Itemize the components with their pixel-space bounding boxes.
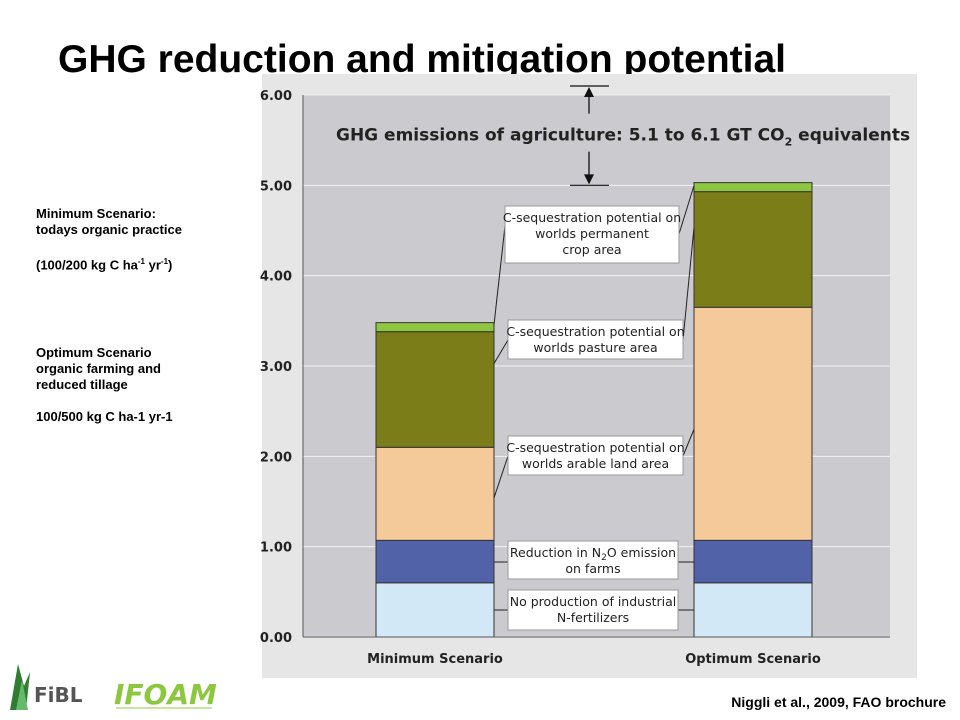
bar-segment — [693, 306, 813, 541]
callout-leader — [493, 339, 509, 364]
bar-segment — [693, 182, 813, 193]
optimum-scenario-note: Optimum Scenario organic farming and red… — [36, 345, 236, 425]
callout-box — [507, 319, 684, 360]
callout-leader — [682, 429, 695, 457]
fibl-logo: FiBL — [10, 664, 83, 710]
bar-segment — [375, 322, 495, 333]
callout-box — [507, 540, 679, 580]
bar-segment — [375, 446, 495, 541]
callout-line: N-fertilizers — [557, 610, 629, 625]
y-tick-label: 4.00 — [260, 270, 292, 285]
bar-segment — [375, 539, 495, 584]
ifoam-logo: IFOAM — [114, 678, 217, 711]
callout-box — [507, 435, 684, 476]
x-tick-labels: Minimum Scenario Optimum Scenario — [367, 652, 821, 667]
y-tick-labels: 0.00 1.00 2.00 3.00 4.00 5.00 6.00 — [260, 89, 292, 646]
callout-leader — [493, 225, 506, 325]
optimum-note-line4: 100/500 kg C ha-1 yr-1 — [36, 409, 173, 424]
callout-line: worlds arable land area — [522, 456, 669, 471]
emission-band: GHG emissions of agriculture: 5.1 to 6.1… — [326, 85, 910, 186]
optimum-note-line2: organic farming and — [36, 361, 161, 376]
minimum-note-line2: todays organic practice — [36, 222, 182, 237]
callout-line: C-sequestration potential on — [506, 324, 684, 339]
y-tick-label: 3.00 — [260, 360, 292, 375]
callout-box — [504, 205, 680, 264]
bar-segment — [693, 582, 813, 638]
callout-line: worlds permanent — [535, 226, 649, 241]
y-tick-label: 2.00 — [260, 450, 292, 465]
callout-leader — [678, 185, 695, 235]
bar-stacks — [375, 182, 813, 638]
band-arrow-down — [584, 174, 594, 185]
minimum-note-unit: (100/200 kg C ha-1 yr-1) — [36, 257, 173, 273]
svg-text:IFOAM: IFOAM — [114, 678, 217, 711]
optimum-note-line1: Optimum Scenario — [36, 345, 152, 360]
slide-title: GHG reduction and mitigation potential — [58, 38, 786, 81]
svg-text:FiBL: FiBL — [34, 683, 83, 707]
callout-line: Reduction in N2O emission — [510, 545, 676, 563]
x-tick-label: Minimum Scenario — [367, 652, 503, 667]
band-label-bg — [326, 113, 854, 152]
y-tick-label: 0.00 — [260, 631, 292, 646]
band-arrow-up — [584, 86, 594, 97]
y-tick-label: 5.00 — [260, 179, 292, 194]
citation: Niggli et al., 2009, FAO brochure — [731, 694, 946, 710]
callout-leader — [682, 227, 695, 341]
callout-line: C-sequestration potential on — [503, 210, 681, 225]
x-tick-label: Optimum Scenario — [685, 652, 821, 667]
callout-line: No production of industrial — [510, 594, 677, 609]
callout-line: on farms — [565, 561, 620, 576]
callout-line: C-sequestration potential on — [506, 440, 684, 455]
y-tick-label: 6.00 — [260, 89, 292, 104]
bar-segment — [375, 582, 495, 638]
callout-line: worlds pasture area — [533, 340, 657, 355]
minimum-note-line1: Minimum Scenario: — [36, 206, 156, 221]
callout-line: crop area — [562, 242, 621, 257]
bar-segment — [693, 539, 813, 584]
bar-segment — [375, 331, 495, 448]
optimum-note-line3: reduced tillage — [36, 377, 128, 392]
callout-leader — [493, 455, 509, 498]
callout-box — [507, 589, 679, 631]
band-label: GHG emissions of agriculture: 5.1 to 6.1… — [336, 126, 910, 149]
minimum-scenario-note: Minimum Scenario: todays organic practic… — [36, 206, 236, 273]
y-tick-label: 1.00 — [260, 541, 292, 556]
bar-segment — [693, 191, 813, 308]
